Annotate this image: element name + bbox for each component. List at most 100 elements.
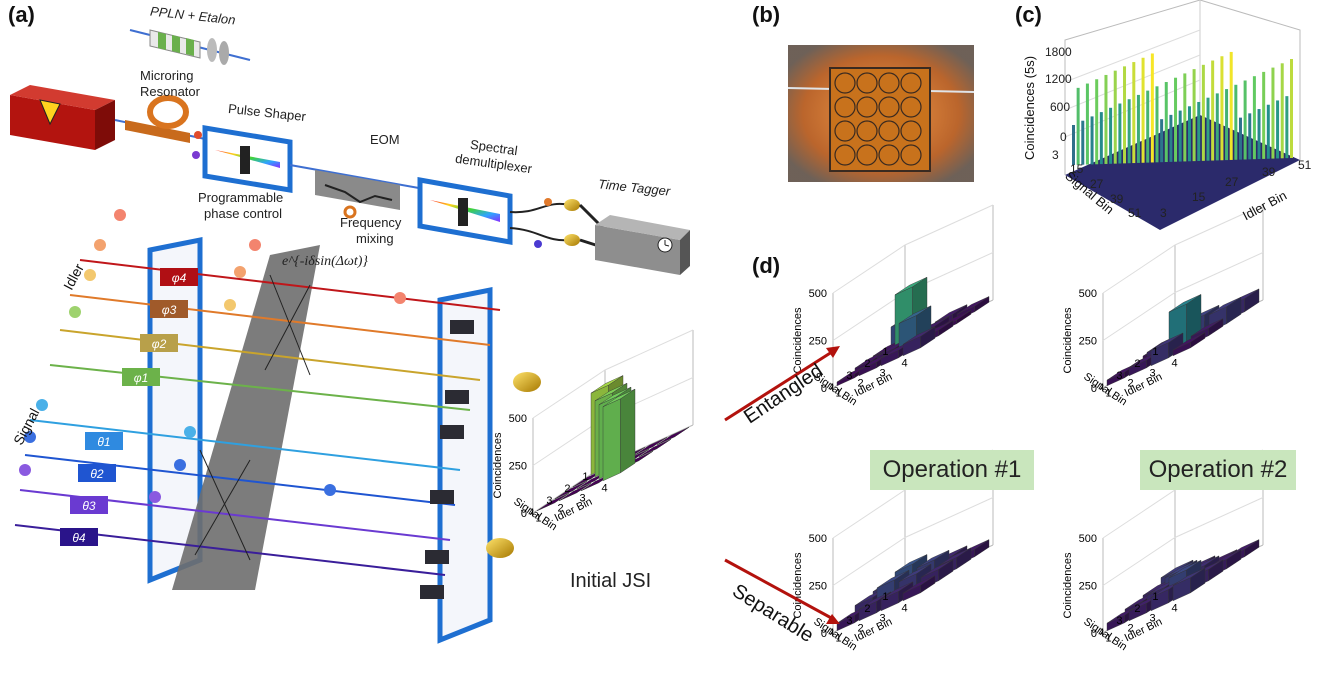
jsi-bar [1113, 70, 1117, 164]
jsi-bar [1127, 99, 1131, 164]
idler-tick: 2 [1128, 378, 1134, 390]
z-tick: 250 [809, 336, 827, 348]
signal-tick: 2 [864, 358, 870, 370]
programmable-label-2: phase control [204, 206, 283, 221]
jsi-bar [1252, 76, 1256, 160]
phi-label-2: φ2 [152, 337, 167, 351]
jsi-bar [1234, 84, 1238, 160]
demux-ports [420, 320, 474, 599]
z-tick: 250 [809, 581, 827, 593]
jsi-bar [1290, 59, 1293, 158]
signal-detector-icon [486, 538, 514, 558]
microring-resonator-icon [125, 95, 190, 143]
idler-tick: 3 [1150, 368, 1156, 380]
jsi-bar [1280, 63, 1284, 159]
theta-label-3: θ3 [82, 499, 96, 513]
panel-c-idler-tick-51: 51 [1298, 158, 1312, 172]
idler-tick: 4 [902, 603, 908, 615]
jsi-bar [1197, 101, 1201, 161]
panel-c-ztick-1200: 1200 [1045, 72, 1072, 86]
jsi-bar [1238, 117, 1242, 160]
jsi-bar [1155, 86, 1159, 163]
signal-tick: 1 [1152, 591, 1158, 603]
theta-label-2: θ2 [90, 467, 104, 481]
z-tick: 500 [509, 413, 527, 425]
idler-phase-shifters: φ4 φ3 φ2 φ1 [122, 268, 198, 386]
idler-tick: 4 [602, 483, 608, 495]
bar-s4-i4 [1172, 332, 1206, 357]
idler-tick: 2 [558, 503, 564, 515]
panel-label-d: (d) [752, 253, 781, 278]
panel-c-ztick-600: 600 [1050, 100, 1071, 114]
idler-tick: 1 [836, 633, 842, 645]
phase-formula-label: e^{-iδsin(Δωt)} [282, 254, 369, 269]
spectral-demultiplexer-icon [417, 177, 513, 245]
jsi-bar [1248, 113, 1252, 160]
idler-tick: 3 [580, 493, 586, 505]
idler-tick: 1 [1106, 388, 1112, 400]
jsi-bar [1085, 83, 1089, 165]
panel-c-idler-tick-39: 39 [1262, 165, 1276, 179]
jsi-bar [1141, 57, 1145, 163]
idler-tick: 4 [1172, 358, 1178, 370]
z-tick: 0 [1091, 628, 1097, 640]
panel-label-a: (a) [8, 2, 35, 27]
signal-tick: 4 [1098, 627, 1104, 639]
panel-c-idler-tick-3: 3 [1160, 206, 1167, 220]
jsi-bar [1206, 97, 1210, 161]
bar-s4-i1 [536, 493, 570, 511]
ppln-crystal-icon [149, 29, 229, 65]
jsi-bar [1109, 107, 1113, 164]
signal-tick: 3 [846, 370, 852, 382]
entangled-arrowhead-icon [826, 346, 840, 358]
jsi-bar [1262, 71, 1266, 159]
jsi-bar [1132, 62, 1136, 164]
idler-tick: 3 [1150, 613, 1156, 625]
experimental-setup [10, 29, 690, 275]
jsi-bar [1174, 77, 1178, 162]
idler-tick: 1 [536, 513, 542, 525]
z-tick: 0 [821, 383, 827, 395]
separable-arrowhead-icon [826, 614, 840, 624]
pulse-markers [19, 209, 406, 503]
z-tick: 250 [1079, 581, 1097, 593]
operation-2-badge: Operation #2 [1140, 450, 1296, 490]
signal-tick: 2 [564, 483, 570, 495]
programmable-label-1: Programmable [198, 190, 284, 205]
z-axis-label: Coincidences [792, 552, 804, 619]
panel-label-c: (c) [1015, 2, 1042, 27]
panel-c-signal-tick-27: 27 [1090, 177, 1104, 191]
panel-c-signal-tick-15: 15 [1070, 162, 1084, 176]
jsi-bar [1257, 109, 1261, 160]
jsi-bar [1104, 74, 1108, 164]
jsi-bar [1187, 106, 1191, 162]
frequency-circuit-diagram: φ4 φ3 φ2 φ1 θ1 θ2 θ3 θ4 [14, 209, 541, 644]
bar-s4-i4 [1172, 567, 1206, 602]
z-axis-label: Coincidences [1062, 552, 1074, 619]
jsi-bar [1243, 80, 1247, 160]
z-tick: 0 [521, 508, 527, 520]
idler-tick: 3 [880, 368, 886, 380]
jsi-bar [1183, 73, 1187, 162]
z-tick: 500 [1079, 533, 1097, 545]
jsi-bar [1081, 120, 1085, 165]
z-tick: 500 [809, 533, 827, 545]
z-tick: 0 [1091, 383, 1097, 395]
jsi-bar [1072, 125, 1075, 165]
jsi-bar [1090, 116, 1094, 165]
jsi-bar [1146, 90, 1150, 163]
bar-s4-i4 [902, 575, 936, 602]
panel-c-idler-tick-27: 27 [1225, 175, 1239, 189]
idler-tick: 2 [1128, 623, 1134, 635]
signal-tick: 2 [864, 603, 870, 615]
idler-tick: 2 [858, 378, 864, 390]
jsi-bar [1099, 112, 1103, 165]
eom-label: EOM [370, 132, 400, 147]
jsi-bar [1229, 51, 1233, 160]
jsi-bar [1178, 110, 1182, 162]
jsi-bar [1271, 67, 1275, 159]
